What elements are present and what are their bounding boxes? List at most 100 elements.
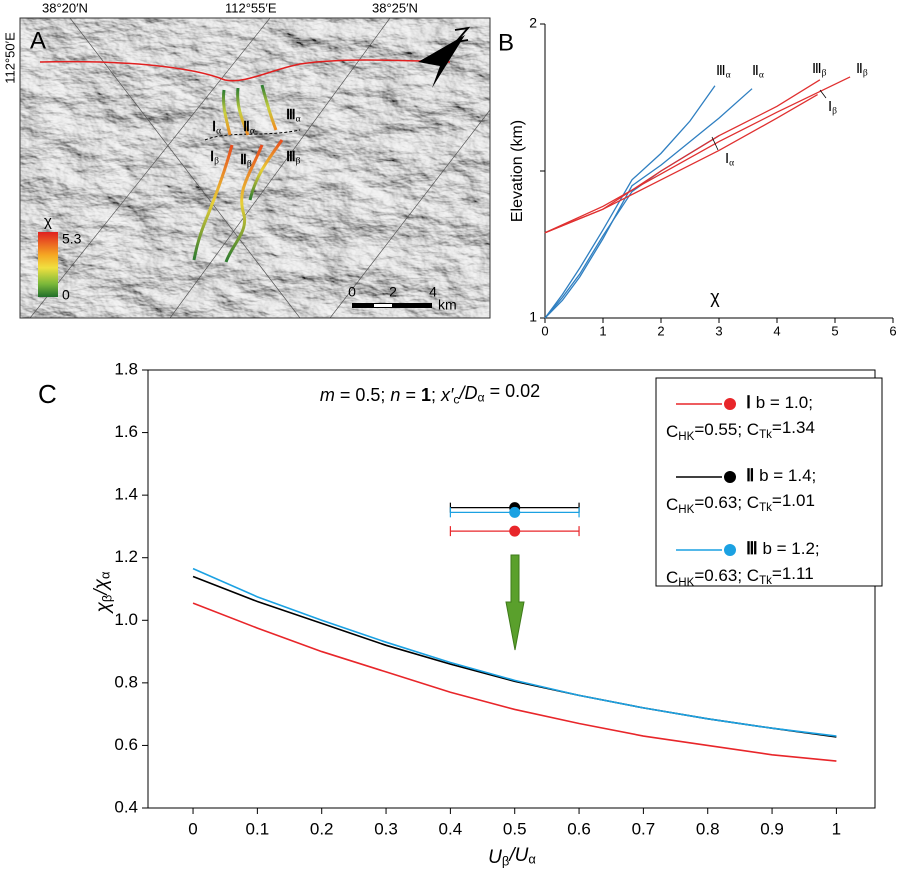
legend-note-part: HK xyxy=(678,577,694,589)
series-label: Ⅲβ xyxy=(812,62,827,78)
series-label-part: Ⅲ xyxy=(716,64,726,79)
annotation: m = 0.5; n = 1; x′c/Dα = 0.02 xyxy=(320,381,540,407)
x-tick-label: 0.7 xyxy=(632,819,656,838)
leader xyxy=(711,136,719,151)
y-axis-label-part: α xyxy=(98,571,113,579)
annotation-part: m xyxy=(320,385,335,405)
graticule xyxy=(29,18,490,318)
series-label-part: Ⅰ xyxy=(725,152,729,167)
legend-label-part: Ⅱ xyxy=(746,466,754,485)
annotation-part: / xyxy=(457,383,466,403)
map-panel xyxy=(19,17,491,319)
annotation-part: α xyxy=(478,391,485,405)
plot-frame xyxy=(147,369,876,809)
x-tick-label: 0 xyxy=(188,819,197,838)
panel-label: B xyxy=(498,29,514,56)
scale-label: km xyxy=(438,297,457,313)
legend-marker xyxy=(724,471,736,483)
y-tick-label: 0.8 xyxy=(114,672,138,691)
series-label: Ⅱα xyxy=(752,64,764,80)
x-axis-label-part: /U xyxy=(507,845,528,866)
data-point xyxy=(509,525,521,537)
x-axis-label-part: U xyxy=(488,847,502,868)
series-line xyxy=(544,88,753,319)
legend-note-part: C xyxy=(666,495,678,514)
x-tick-label: 0.6 xyxy=(567,819,591,838)
series-label-part: α xyxy=(726,71,731,81)
colorbar xyxy=(38,232,58,297)
annotation-part: x′ xyxy=(440,385,454,405)
legend-note: CHK=0.63; CTk=1.01 xyxy=(666,492,815,516)
stream-label: Ⅲα xyxy=(286,108,301,124)
scale-label: 4 xyxy=(429,284,437,300)
stream-label-part: Ⅱ xyxy=(240,153,247,168)
legend-label-part: b = 1.0; xyxy=(751,393,813,412)
series-label-part: Ⅱ xyxy=(856,62,863,77)
x-tick-label: 6 xyxy=(889,323,896,338)
series-label-part: β xyxy=(832,107,837,117)
leader xyxy=(819,89,827,99)
legend-note: CHK=0.55; CTk=1.34 xyxy=(666,419,815,443)
stream-label: Ⅰβ xyxy=(210,150,219,166)
legend-note-part: Tk xyxy=(759,429,772,441)
legend-note-part: =0.63; C xyxy=(694,494,759,513)
legend-label: Ⅱ b = 1.4; xyxy=(746,466,816,485)
data-point xyxy=(509,506,521,518)
streams xyxy=(192,84,284,263)
legend-label-part: b = 1.4; xyxy=(754,466,816,485)
green-arrow xyxy=(505,554,525,651)
series-line xyxy=(192,567,837,737)
legend-label-part: Ⅰ xyxy=(746,393,751,412)
legend-note-part: =0.63; C xyxy=(694,567,759,586)
legend-note-part: =0.55; C xyxy=(694,421,759,440)
stream-label-part: Ⅰ xyxy=(210,150,214,165)
annotation-part: ; xyxy=(431,385,441,405)
y-axis-label-part: /χ xyxy=(91,578,112,596)
annotation-part: D xyxy=(465,383,478,403)
stream-label-part: Ⅲ xyxy=(286,108,296,123)
series-label-part: α xyxy=(759,71,764,81)
y-tick-label: 1 xyxy=(529,309,537,325)
graticule-label: 112°55′E xyxy=(225,0,277,15)
series-line xyxy=(544,93,818,234)
x-tick-label: 1 xyxy=(599,323,606,338)
y-axis-label-part: β xyxy=(100,595,115,602)
north-arrow xyxy=(418,35,465,88)
legend-note-part: C xyxy=(666,422,678,441)
annotation-part: n xyxy=(390,385,400,405)
graticule-label: 112°50′E xyxy=(2,32,17,84)
stream-label-part: α xyxy=(216,127,221,137)
x-axis-label: χ xyxy=(710,287,720,307)
annotation-part: = 0.5; xyxy=(335,385,391,405)
hillshade xyxy=(20,18,490,318)
panel-label: C xyxy=(38,379,57,409)
x-axis-label-part: α xyxy=(528,852,536,867)
x-tick-label: 0 xyxy=(541,323,548,338)
legend-marker xyxy=(724,398,736,410)
series-label: Ⅱβ xyxy=(856,62,868,78)
y-axis-label-part: χ xyxy=(93,601,114,614)
x-tick-label: 0.5 xyxy=(503,819,527,838)
y-axis-label: Elevation (km) xyxy=(509,120,526,222)
stream-label-part: β xyxy=(214,157,219,167)
legend-label-part: Ⅲ xyxy=(746,539,758,558)
y-tick-label: 1.0 xyxy=(114,610,138,629)
legend-note-part: C xyxy=(666,568,678,587)
series-label: Ⅰβ xyxy=(828,100,837,116)
stream-label: Ⅱα xyxy=(243,120,255,136)
y-tick-label: 2 xyxy=(529,15,537,31)
series-line xyxy=(544,79,821,234)
y-tick-label: 1.2 xyxy=(114,547,138,566)
x-tick-label: 5 xyxy=(831,323,838,338)
y-tick-label: 1.8 xyxy=(114,359,138,378)
legend-note-part: HK xyxy=(678,504,694,516)
x-tick-label: 1 xyxy=(832,819,841,838)
graticule-label: 38°20′N xyxy=(42,0,88,15)
annotation-part: 1 xyxy=(421,385,431,405)
fault-line xyxy=(39,59,451,82)
x-tick-label: 0.8 xyxy=(696,819,720,838)
legend-note-part: Tk xyxy=(759,502,772,514)
series-label-part: β xyxy=(822,69,827,79)
